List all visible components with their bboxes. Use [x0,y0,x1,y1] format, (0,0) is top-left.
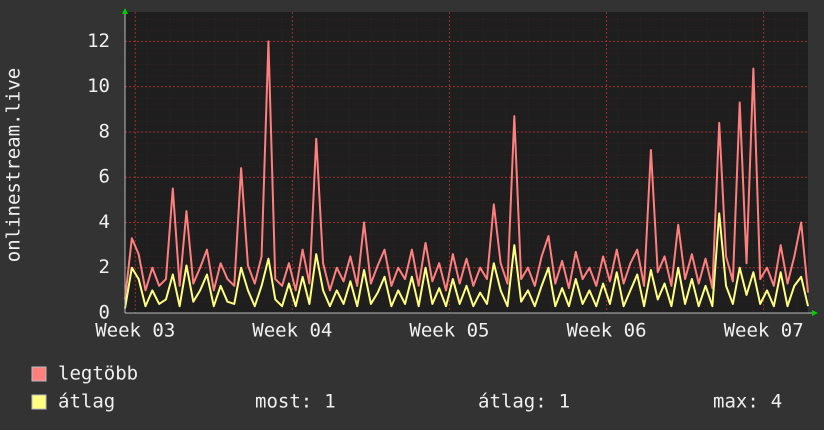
series-line [124,40,809,300]
series-line [124,212,809,309]
y-tick-label: 8 [99,120,110,142]
y-tick-label: 10 [87,75,110,97]
x-tick-label: Week 03 [95,320,175,342]
legend-swatch [31,366,47,382]
y-arrow [122,8,128,14]
x-tick-label: Week 06 [566,320,646,342]
y-tick-label: 0 [99,302,110,324]
stat-label: most: [255,391,312,413]
stat-label: max: [713,391,759,413]
y-tick-label: 12 [87,30,110,52]
x-tick-label: Week 04 [252,320,332,342]
y-axis-label: onlinestream.live [3,68,25,262]
legend-label: átlag [58,391,115,413]
x-tick-label: Week 05 [409,320,489,342]
x-arrow [812,310,818,316]
x-tick-label: Week 07 [724,320,804,342]
legend-swatch [31,394,47,410]
y-tick-label: 6 [99,166,110,188]
y-tick-label: 4 [99,211,110,233]
stat-value: 1 [324,391,335,413]
stat-value: 4 [771,391,782,413]
legend-label: legtöbb [58,363,138,385]
y-tick-label: 2 [99,256,110,278]
stat-label: átlag: [478,391,547,413]
stat-value: 1 [559,391,570,413]
